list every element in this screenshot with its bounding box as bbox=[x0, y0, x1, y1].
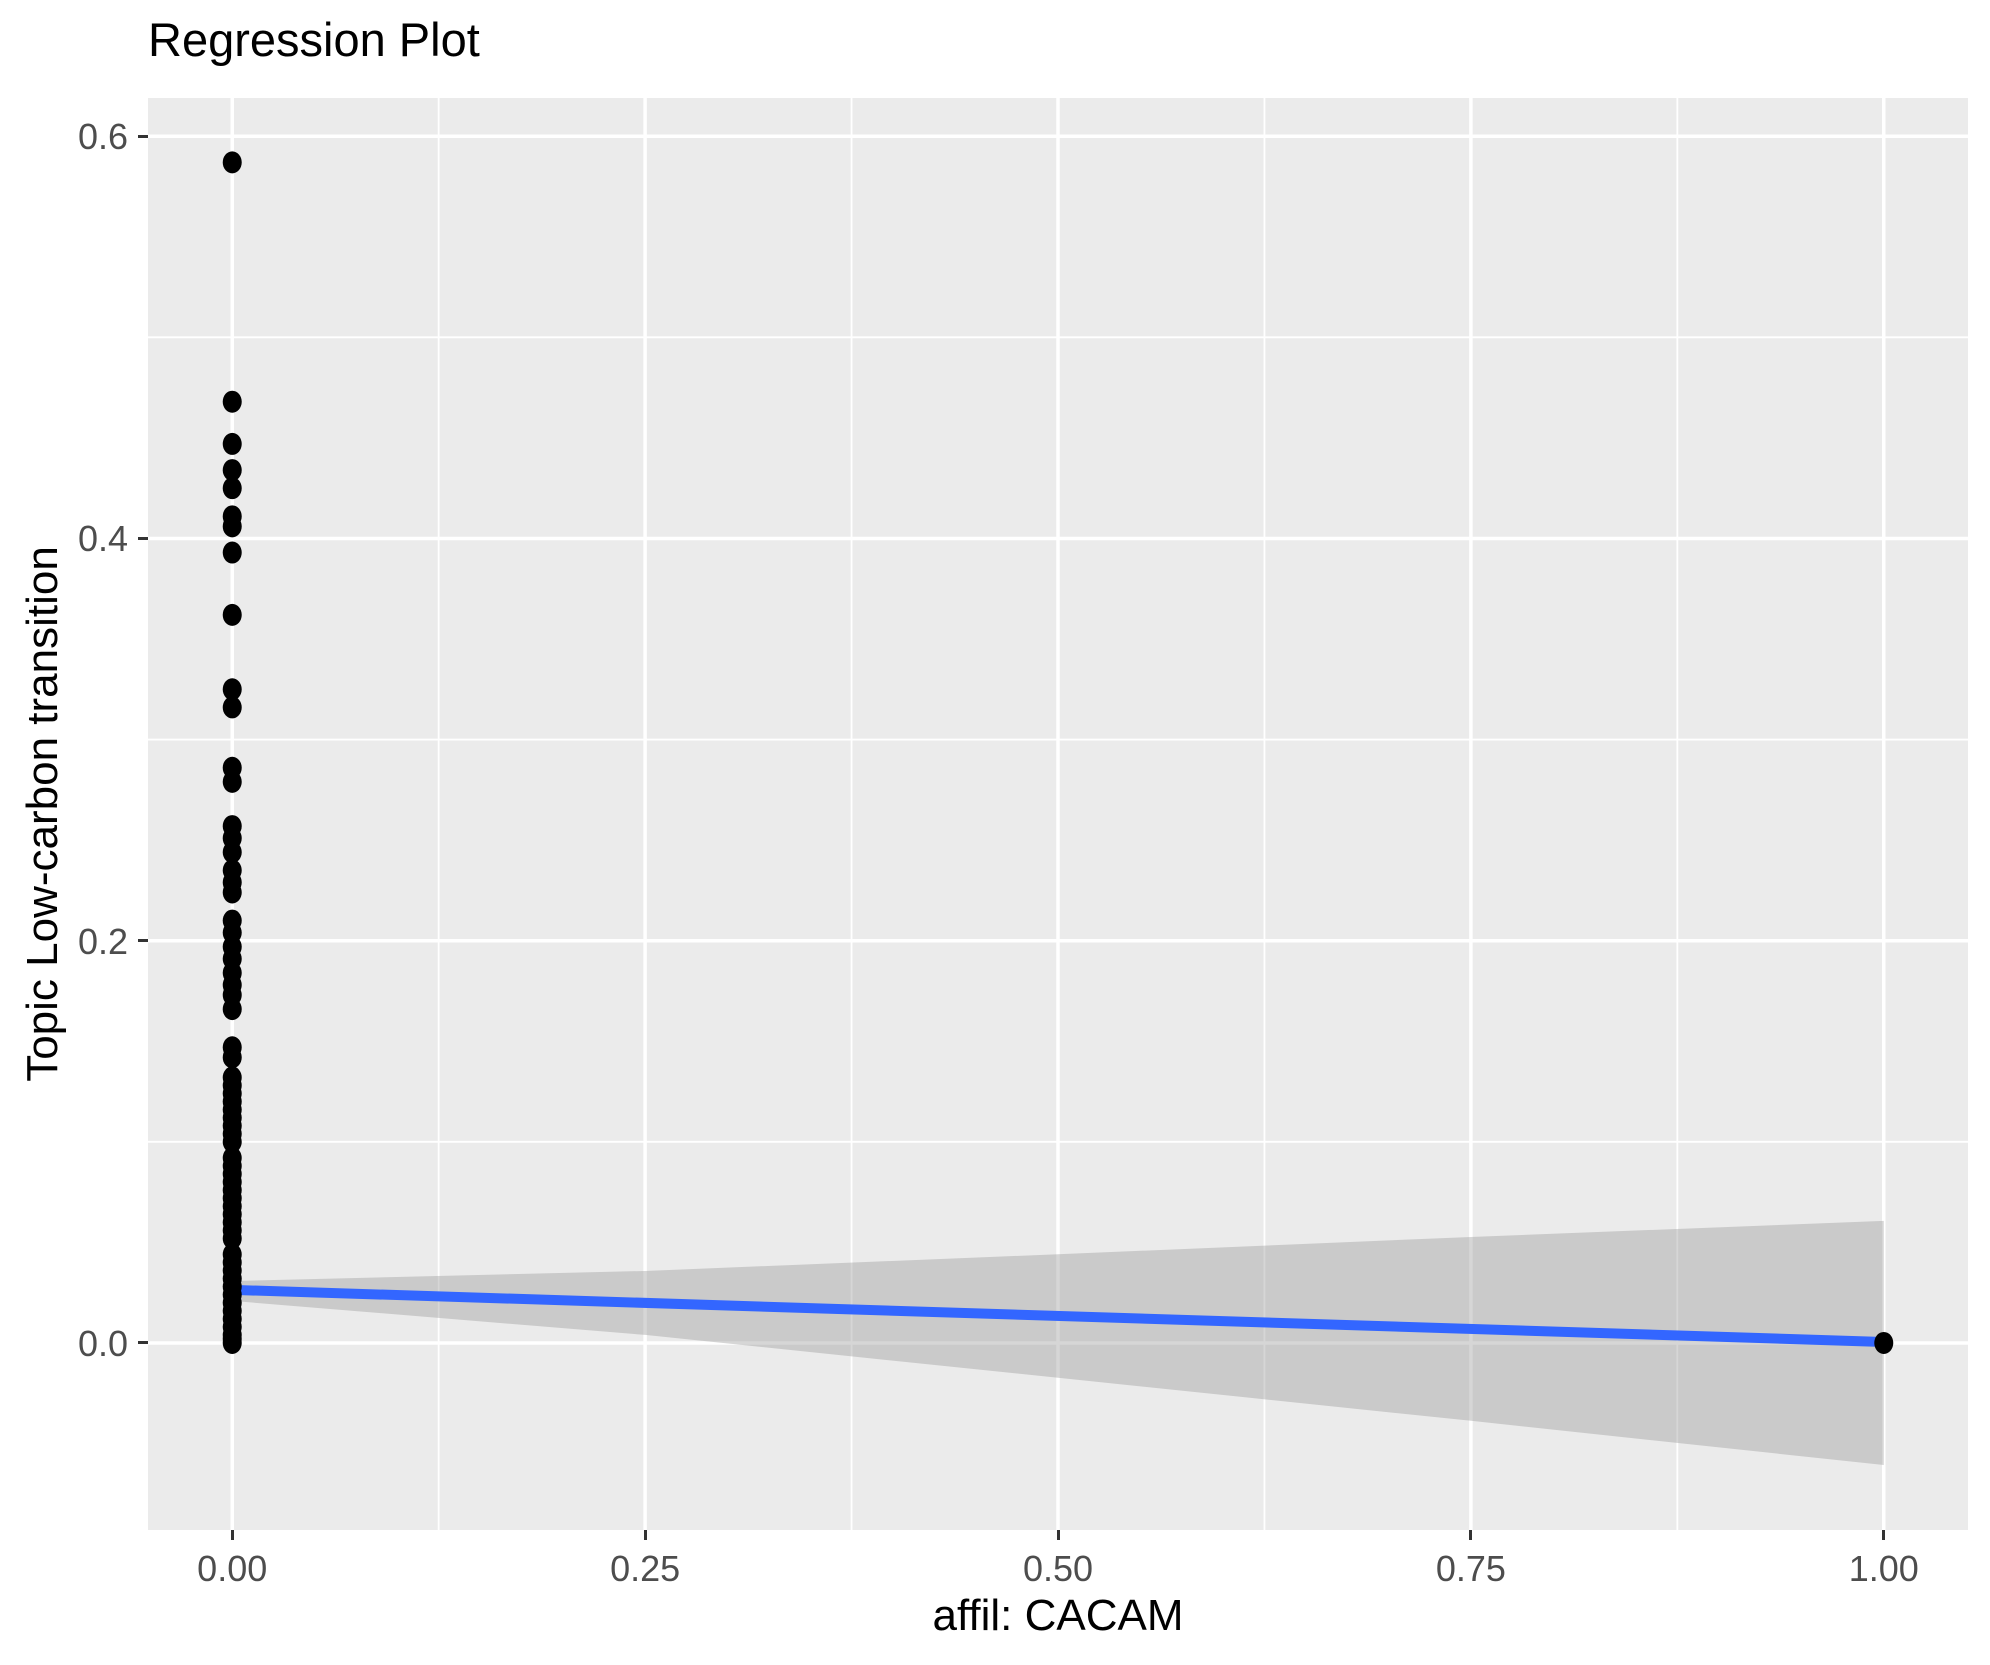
confidence-band bbox=[232, 1220, 1884, 1466]
scatter-point bbox=[222, 998, 242, 1021]
x-tick-label: 0.75 bbox=[1435, 1548, 1506, 1589]
scatter-point bbox=[222, 770, 242, 793]
y-tick-label: 0.2 bbox=[77, 920, 128, 962]
regression-line bbox=[232, 1284, 1884, 1347]
scatter-point bbox=[222, 841, 242, 864]
y-tick-label: 0.6 bbox=[77, 116, 128, 158]
plot-panel bbox=[148, 98, 1968, 1530]
scatter-point bbox=[222, 477, 242, 500]
y-tick-mark bbox=[138, 1341, 148, 1345]
x-tick-mark bbox=[643, 1530, 647, 1540]
y-tick-label: 0.4 bbox=[77, 518, 128, 560]
x-tick-label: 0.50 bbox=[1022, 1548, 1094, 1589]
y-tick-mark bbox=[138, 536, 148, 540]
scatter-point bbox=[222, 515, 242, 538]
y-axis-title: Topic Low-carbon transition bbox=[18, 546, 67, 1082]
x-tick-mark bbox=[1056, 1530, 1060, 1540]
x-tick-mark bbox=[1469, 1530, 1473, 1540]
x-tick-mark bbox=[1882, 1530, 1886, 1540]
scatter-point bbox=[222, 696, 242, 719]
scatter-point bbox=[1874, 1331, 1894, 1354]
x-tick-mark bbox=[230, 1530, 234, 1540]
plot-title: Regression Plot bbox=[148, 13, 480, 66]
scatter-point bbox=[222, 881, 242, 904]
scatter-point bbox=[222, 432, 242, 455]
scatter-point bbox=[222, 1227, 242, 1250]
scatter-point bbox=[222, 459, 242, 482]
x-tick-label: 0.00 bbox=[197, 1548, 268, 1589]
x-tick-label: 1.00 bbox=[1848, 1548, 1919, 1589]
scatter-point bbox=[222, 1046, 242, 1069]
scatter-point bbox=[222, 1130, 242, 1153]
scatter-point bbox=[222, 390, 242, 413]
y-tick-label: 0.0 bbox=[77, 1322, 128, 1364]
scatter-point bbox=[222, 678, 242, 701]
x-axis-title: affil: CACAM bbox=[932, 1591, 1184, 1640]
scatter-point bbox=[222, 603, 242, 626]
y-tick-mark bbox=[138, 939, 148, 943]
scatter-point bbox=[222, 1331, 242, 1354]
x-tick-label: 0.25 bbox=[610, 1548, 681, 1589]
y-tick-mark bbox=[138, 134, 148, 138]
scatter-point bbox=[222, 151, 242, 174]
scatter-point bbox=[222, 541, 242, 564]
